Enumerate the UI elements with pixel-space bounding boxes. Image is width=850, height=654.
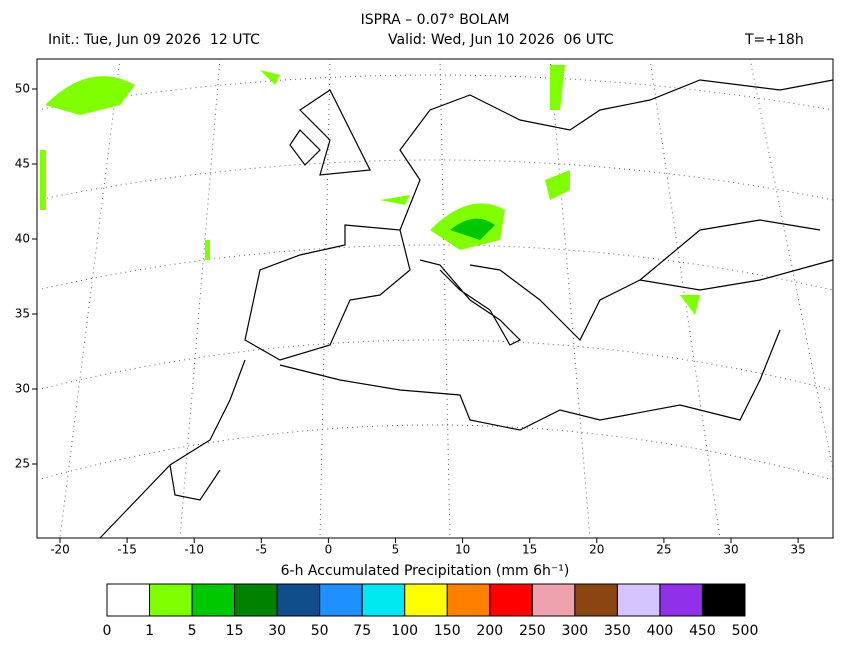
x-tick-label: 35 xyxy=(790,543,805,557)
colorbar-box xyxy=(191,583,236,617)
x-tick-label: 30 xyxy=(723,543,738,557)
colorbar-tick-label: 450 xyxy=(689,623,716,639)
y-tick-label: 35 xyxy=(15,307,30,321)
colorbar-tick-label: 400 xyxy=(647,623,674,639)
precipitation xyxy=(40,65,700,315)
colorbar-box xyxy=(276,583,321,617)
colorbar-box xyxy=(361,583,406,617)
y-tick-label: 50 xyxy=(15,82,30,96)
init-time: Init.: Tue, Jun 09 2026 12 UTC xyxy=(48,32,260,48)
x-tick-label: -20 xyxy=(50,543,70,557)
colorbar-box xyxy=(404,583,448,617)
colorbar-label: 6-h Accumulated Precipitation (mm 6h⁻¹) xyxy=(281,563,570,579)
colorbar-tick-label: 350 xyxy=(604,623,631,639)
colorbar-box xyxy=(106,583,151,617)
colorbar-tick-label: 300 xyxy=(561,623,588,639)
colorbar-tick-label: 0 xyxy=(103,623,112,639)
graticule xyxy=(36,58,834,539)
x-tick-label: 10 xyxy=(455,543,470,557)
valid-time: Valid: Wed, Jun 10 2026 06 UTC xyxy=(388,32,614,48)
x-tick-label: 25 xyxy=(656,543,671,557)
x-tick-label: -15 xyxy=(117,543,137,557)
precipitation-heavy xyxy=(450,218,495,240)
lead-time: T=+18h xyxy=(744,32,804,48)
colorbar-box xyxy=(446,583,491,617)
y-tick-label: 30 xyxy=(15,382,30,396)
colorbar-box xyxy=(531,583,576,617)
y-tick-label: 25 xyxy=(15,457,30,471)
colorbar-box xyxy=(319,583,363,617)
colorbar-box xyxy=(659,583,703,617)
colorbar-tick-label: 50 xyxy=(311,623,329,639)
colorbar-tick-label: 150 xyxy=(434,623,461,639)
y-tick-label: 45 xyxy=(15,157,30,171)
colorbar-tick-label: 500 xyxy=(732,623,759,639)
x-tick-label: -5 xyxy=(255,543,267,557)
colorbar-tick-label: 1 xyxy=(145,623,154,639)
colorbar-box xyxy=(574,583,618,617)
x-tick-label: 20 xyxy=(589,543,604,557)
x-tick-label: 0 xyxy=(325,543,333,557)
x-tick-label: 5 xyxy=(392,543,400,557)
colorbar-box xyxy=(701,583,746,617)
colorbar-tick-label: 250 xyxy=(519,623,546,639)
x-tick-label: -10 xyxy=(184,543,204,557)
colorbar-box xyxy=(234,583,278,617)
colorbar-tick-label: 100 xyxy=(391,623,418,639)
colorbar-tick-label: 75 xyxy=(353,623,371,639)
colorbar-tick-label: 30 xyxy=(268,623,286,639)
colorbar-tick-label: 200 xyxy=(476,623,503,639)
coastlines xyxy=(99,79,834,539)
colorbar-box xyxy=(149,583,193,617)
y-tick-label: 40 xyxy=(15,232,30,246)
colorbar-tick-label: 5 xyxy=(188,623,197,639)
map xyxy=(36,58,834,539)
map-frame xyxy=(36,58,834,539)
colorbar-box xyxy=(616,583,661,617)
colorbar-box xyxy=(489,583,533,617)
title: ISPRA – 0.07° BOLAM xyxy=(361,12,510,28)
colorbar-tick-label: 15 xyxy=(226,623,244,639)
x-tick-label: 15 xyxy=(522,543,537,557)
